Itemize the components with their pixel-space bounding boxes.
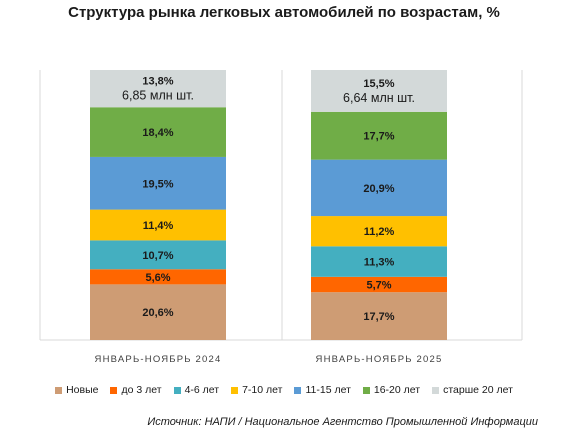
legend-swatch-3 bbox=[173, 386, 181, 394]
data-label-2-4: 11,2% bbox=[364, 226, 395, 238]
bar-segment-1-2 bbox=[90, 269, 226, 285]
legend-label-1: Новые bbox=[66, 384, 99, 396]
bar-segment-1-3 bbox=[90, 240, 226, 270]
data-label-2-2: 5,7% bbox=[366, 280, 391, 292]
legend-item-4: 7-10 лет bbox=[231, 384, 282, 396]
data-label-1-4: 11,4% bbox=[143, 220, 174, 232]
total-label-2: 6,64 млн шт. bbox=[343, 91, 415, 105]
data-label-1-6: 18,4% bbox=[142, 127, 173, 139]
legend-item-7: старше 20 лет bbox=[432, 384, 513, 396]
legend-label-3: 4-6 лет bbox=[184, 384, 220, 396]
legend-swatch-6 bbox=[362, 386, 370, 394]
bar-segment-2-1 bbox=[311, 292, 447, 340]
data-label-1-7: 13,8% bbox=[142, 76, 173, 88]
legend-item-1: Новые bbox=[55, 384, 98, 396]
legend-item-6: 16-20 лет bbox=[362, 384, 421, 396]
bar-segment-2-6 bbox=[311, 111, 447, 160]
legend-label-7: старше 20 лет bbox=[443, 384, 513, 396]
bar-segment-1-1 bbox=[90, 284, 226, 340]
bar-segment-1-4 bbox=[90, 209, 226, 241]
data-label-1-5: 19,5% bbox=[142, 178, 173, 190]
data-label-2-6: 17,7% bbox=[363, 131, 394, 143]
data-label-2-3: 11,3% bbox=[364, 257, 395, 269]
category-label-1: ЯНВАРЬ-НОЯБРЬ 2024 bbox=[95, 354, 222, 365]
chart-title: Структура рынка легковых автомобилей по … bbox=[68, 4, 500, 21]
legend-label-2: до 3 лет bbox=[121, 384, 162, 396]
data-label-2-7: 15,5% bbox=[363, 78, 394, 90]
bar-segment-1-5 bbox=[90, 156, 226, 210]
legend-swatch-1 bbox=[55, 386, 63, 394]
legend-swatch-7 bbox=[432, 386, 440, 394]
bar-segment-1-7 bbox=[90, 70, 226, 108]
legend-item-3: 4-6 лет bbox=[173, 384, 220, 396]
data-label-2-1: 17,7% bbox=[363, 311, 394, 323]
category-label-2: ЯНВАРЬ-НОЯБРЬ 2025 bbox=[316, 354, 443, 365]
legend-item-2: до 3 лет bbox=[110, 384, 162, 396]
data-label-1-3: 10,7% bbox=[142, 250, 173, 262]
legend-swatch-4 bbox=[231, 386, 239, 394]
legend-item-5: 11-15 лет bbox=[294, 384, 351, 396]
data-label-2-5: 20,9% bbox=[363, 183, 394, 195]
bar-segment-2-2 bbox=[311, 276, 447, 293]
legend-label-4: 7-10 лет bbox=[242, 384, 283, 396]
legend-label-6: 16-20 лет bbox=[373, 384, 421, 396]
legend-swatch-2 bbox=[110, 386, 118, 394]
bar-segment-2-7 bbox=[311, 70, 447, 112]
bar-segment-1-6 bbox=[90, 107, 226, 157]
data-label-1-2: 5,6% bbox=[145, 272, 170, 284]
legend: Новые до 3 лет 4-6 лет 7-10 лет 11-15 лет 16-… bbox=[0, 384, 568, 396]
bar-segment-2-3 bbox=[311, 246, 447, 277]
source-note: Источник: НАПИ / Национальное Агентство … bbox=[147, 416, 538, 428]
legend-swatch-5 bbox=[294, 386, 302, 394]
bar-segment-2-5 bbox=[311, 159, 447, 217]
total-label-1: 6,85 млн шт. bbox=[122, 89, 194, 103]
data-label-1-1: 20,6% bbox=[142, 307, 173, 319]
bar-segment-2-4 bbox=[311, 216, 447, 247]
legend-label-5: 11-15 лет bbox=[305, 384, 351, 396]
